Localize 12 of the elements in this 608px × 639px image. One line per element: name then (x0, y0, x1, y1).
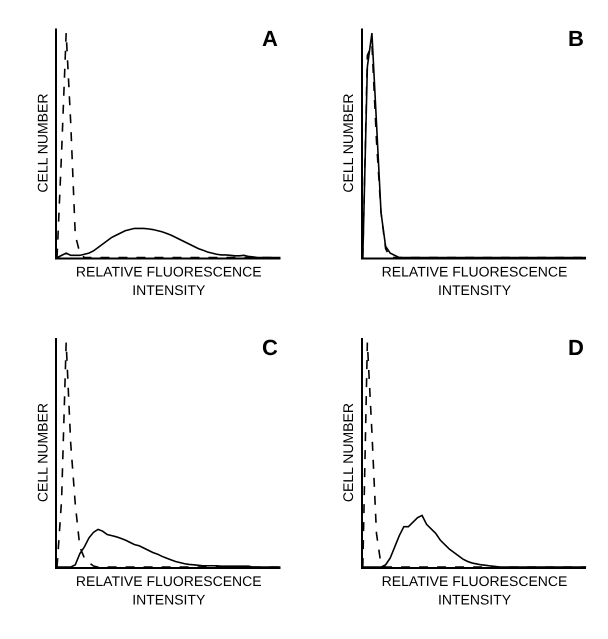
x-axis-title: RELATIVE FLUORESCENCE INTENSITY (382, 573, 568, 608)
y-axis-title: CELL NUMBER (340, 94, 356, 193)
chart-title: D (568, 335, 584, 360)
y-axis-title: CELL NUMBER (340, 403, 356, 502)
x-axis-title: RELATIVE FLUORESCENCE INTENSITY (76, 573, 262, 608)
y-axis-title: CELL NUMBER (34, 403, 50, 502)
chart-title: B (568, 26, 584, 51)
chart-title: C (262, 335, 278, 360)
chart-title: A (262, 26, 278, 51)
x-axis-title: RELATIVE FLUORESCENCE INTENSITY (382, 264, 568, 298)
x-axis-title: RELATIVE FLUORESCENCE INTENSITY (76, 264, 262, 298)
y-axis-title: CELL NUMBER (34, 94, 50, 193)
